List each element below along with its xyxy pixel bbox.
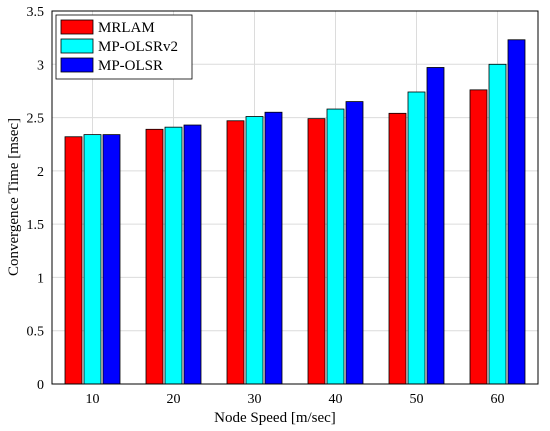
bar-mp-olsrv2-20 (164, 126, 183, 385)
y-tick-label: 0 (37, 378, 44, 393)
bar-mp-olsrv2-40 (326, 108, 345, 385)
legend-swatch-mp-olsr (60, 57, 94, 73)
bar-mrlam-10 (64, 136, 83, 385)
bar-mp-olsr-20 (183, 124, 202, 385)
bar-mp-olsrv2-10 (83, 134, 102, 385)
plot-frame (51, 10, 539, 385)
y-tick-label: 2 (37, 165, 44, 180)
y-axis-label: Convergence Time [msec] (6, 118, 22, 276)
x-axis-label: Node Speed [m/sec] (214, 410, 336, 426)
legend: MRLAM MP-OLSRv2 MP-OLSR (55, 14, 193, 80)
bar-mp-olsrv2-60 (488, 63, 507, 385)
bar-mp-olsr-10 (102, 134, 121, 385)
legend-label: MP-OLSR (98, 58, 163, 74)
legend-swatch-mrlam (60, 19, 94, 35)
legend-label: MP-OLSRv2 (98, 39, 178, 55)
x-tick-label: 50 (410, 392, 424, 407)
legend-swatch-mp-olsrv2 (60, 38, 94, 54)
y-tick-label: 1.5 (27, 218, 45, 233)
x-tick-label: 10 (86, 392, 100, 407)
x-tick-label: 40 (329, 392, 343, 407)
axes (51, 10, 539, 385)
bar-mrlam-60 (469, 89, 488, 385)
legend-label: MRLAM (98, 20, 155, 36)
x-tick-label: 60 (491, 392, 505, 407)
bar-mp-olsr-60 (507, 39, 526, 385)
bar-mp-olsrv2-50 (407, 91, 426, 385)
y-tick-label: 0.5 (27, 325, 45, 340)
bar-mp-olsrv2-30 (245, 116, 264, 385)
y-tick-label: 3.5 (27, 5, 45, 20)
bars (64, 39, 526, 385)
bar-mrlam-40 (307, 118, 326, 385)
x-tick-label: 30 (248, 392, 262, 407)
y-tick-label: 2.5 (27, 112, 45, 127)
y-tick-labels: 0 0.5 1 1.5 2 2.5 3 3.5 (27, 5, 45, 393)
y-tick-label: 1 (37, 271, 44, 286)
bar-mp-olsr-40 (345, 101, 364, 385)
y-tick-label: 3 (37, 58, 44, 73)
bar-mrlam-50 (388, 112, 407, 385)
x-tick-labels: 10 20 30 40 50 60 (86, 392, 505, 407)
bar-mp-olsr-50 (426, 67, 445, 385)
bar-mp-olsr-30 (264, 111, 283, 385)
bar-mrlam-20 (145, 128, 164, 385)
bar-mrlam-30 (226, 120, 245, 385)
x-tick-label: 20 (167, 392, 181, 407)
